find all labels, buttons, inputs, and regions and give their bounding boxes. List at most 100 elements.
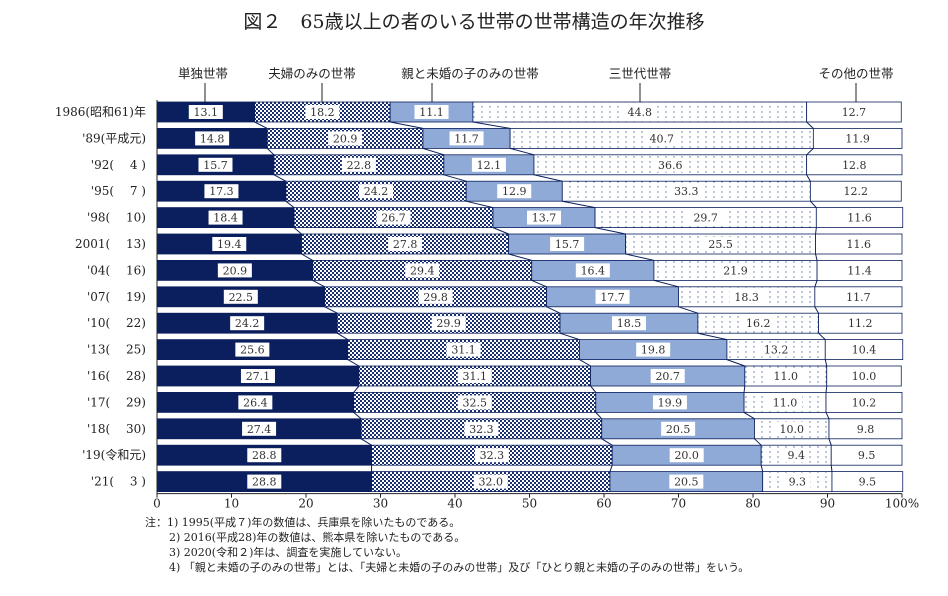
data-label: 18.3	[734, 291, 759, 304]
data-label-bg	[669, 474, 704, 489]
data-label: 24.2	[364, 185, 389, 198]
data-label: 19.8	[641, 344, 666, 357]
category-label: '19(令和元)	[82, 447, 146, 462]
data-label-bg	[328, 131, 363, 146]
data-label: 11.4	[847, 264, 872, 277]
data-label-bg	[595, 289, 630, 304]
chart-title: 図２ 65歳以上の者のいる世帯の世帯構造の年次推移	[243, 11, 704, 33]
connector-line	[760, 465, 764, 472]
data-label: 15.7	[555, 238, 580, 251]
data-label: 16.2	[746, 317, 771, 330]
data-label: 9.8	[857, 423, 875, 436]
data-label-bg	[650, 369, 685, 383]
data-label-bg	[774, 421, 809, 436]
x-tick-label: 40	[447, 497, 462, 511]
data-label: 18.2	[310, 106, 335, 119]
connector-line	[360, 438, 372, 446]
data-label-bg	[238, 395, 273, 410]
data-label-bg	[768, 369, 803, 383]
connector-line	[743, 385, 746, 393]
connector-line	[559, 332, 580, 341]
data-label-bg	[457, 369, 492, 383]
data-label-bg	[376, 210, 411, 225]
data-label: 11.9	[845, 132, 870, 145]
data-label-bg	[198, 157, 233, 172]
data-label-bg	[841, 289, 876, 304]
data-label: 11.1	[419, 106, 444, 119]
data-label-bg	[853, 448, 880, 463]
connector-line	[601, 438, 613, 446]
connector-line	[266, 148, 275, 156]
data-label-bg	[644, 131, 679, 146]
data-label: 13.7	[532, 212, 557, 225]
connector-line	[301, 253, 313, 261]
data-label-bg	[854, 474, 881, 489]
data-label: 29.8	[423, 291, 448, 304]
data-label: 20.0	[674, 449, 699, 462]
data-label-bg	[842, 210, 877, 225]
x-tick-label: 100%	[885, 497, 919, 511]
footnote: 注：1) 1995(平成７)年の数値は、兵庫県を除いたものである。	[145, 515, 460, 529]
data-label-bg	[661, 421, 696, 436]
data-label: 18.4	[213, 212, 238, 225]
data-label: 12.7	[842, 106, 867, 119]
data-label: 12.8	[842, 159, 867, 172]
data-label-bg	[242, 421, 277, 436]
data-label: 24.2	[235, 317, 260, 330]
connector-line	[353, 385, 360, 393]
data-label: 12.9	[502, 185, 527, 198]
connector-line	[508, 253, 532, 261]
data-label-bg	[217, 263, 252, 278]
connector-line	[818, 332, 826, 340]
data-label: 11.7	[454, 132, 479, 145]
data-label: 13.1	[194, 106, 219, 119]
data-label: 16.4	[581, 264, 606, 277]
data-label: 12.2	[844, 185, 869, 198]
x-tick-label: 60	[596, 497, 611, 511]
connector-line	[697, 332, 728, 341]
connector-line	[815, 253, 818, 261]
connector-line	[825, 412, 830, 420]
data-label-bg	[223, 289, 258, 304]
x-tick-label: 90	[820, 497, 835, 511]
category-label: '13( 25)	[87, 343, 146, 357]
data-label-bg	[473, 474, 508, 489]
data-label-bg	[842, 263, 877, 278]
data-label: 11.7	[846, 291, 871, 304]
connector-line	[466, 200, 494, 209]
data-label-bg	[575, 263, 610, 278]
data-label-bg	[759, 342, 794, 357]
data-label: 20.5	[666, 423, 691, 436]
footnote: 4) 「親と未婚の子のみの世帯」とは、「夫婦と未婚の子のみの世帯」及び「ひとり親…	[169, 560, 749, 574]
connector-line	[726, 359, 745, 367]
data-label: 10.0	[852, 370, 877, 383]
data-label: 32.5	[462, 396, 487, 409]
data-label: 40.7	[649, 132, 674, 145]
connector-line	[273, 174, 287, 182]
connector-line	[285, 200, 295, 208]
data-label: 10.2	[852, 396, 877, 409]
connector-line	[579, 359, 591, 367]
connector-line	[562, 200, 596, 209]
footnote: 2) 2016(平成28)年の数値は、熊本県を除いたものである。	[169, 530, 465, 544]
connector-line	[653, 279, 679, 288]
data-label-bg	[843, 316, 878, 331]
connector-line	[546, 306, 561, 314]
data-label-bg	[449, 131, 484, 146]
data-label: 19.4	[217, 238, 242, 251]
data-label-bg	[852, 421, 879, 436]
data-label-bg	[688, 210, 723, 225]
data-label: 14.8	[200, 132, 225, 145]
data-label: 10.4	[852, 344, 877, 357]
data-label: 20.9	[223, 264, 248, 277]
connector-line	[324, 306, 338, 314]
data-label: 28.8	[252, 449, 277, 462]
data-label-bg	[305, 105, 340, 119]
connector-line	[824, 359, 828, 367]
data-label-bg	[669, 184, 704, 199]
data-label-bg	[768, 395, 803, 410]
data-label-bg	[652, 395, 687, 410]
data-label: 28.8	[252, 476, 277, 489]
connector-line	[743, 411, 755, 420]
